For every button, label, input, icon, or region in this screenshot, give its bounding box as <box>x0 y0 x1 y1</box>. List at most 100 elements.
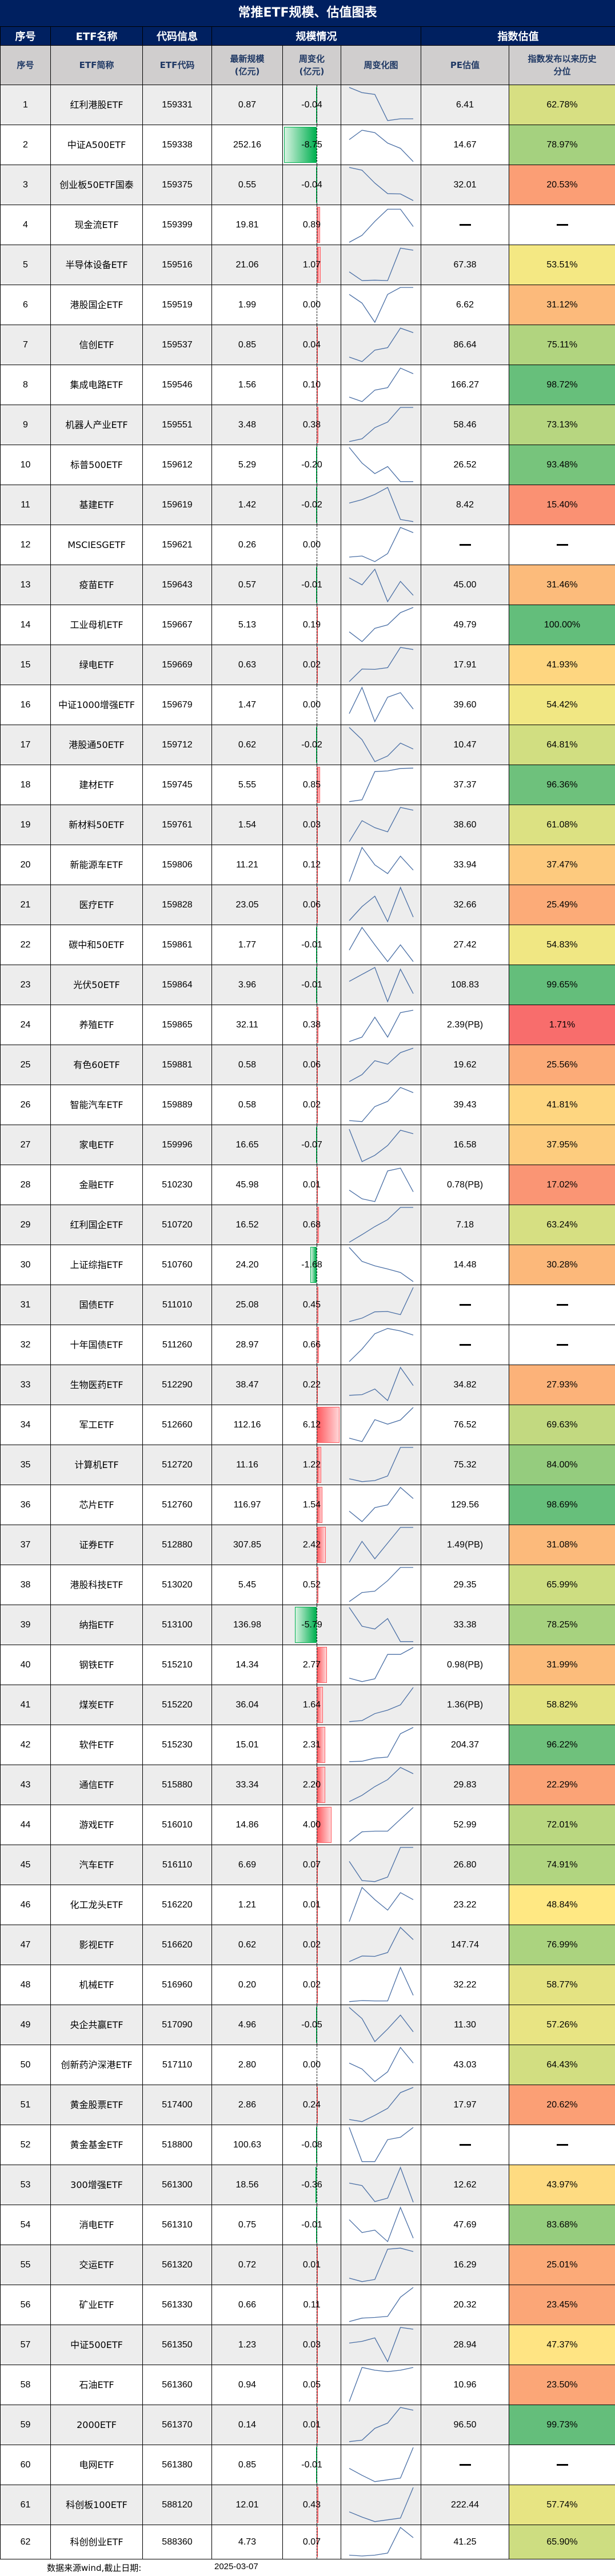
col-code[interactable]: ETF代码 <box>143 46 212 85</box>
pe-value: 26.52 <box>453 460 476 470</box>
cell-percentile: 25.01% <box>509 2245 615 2285</box>
col-latest-size[interactable]: 最新规模(亿元) <box>212 46 283 85</box>
weekly-change-sparkline <box>341 805 421 845</box>
cell-seq: 19 <box>1 805 51 845</box>
weekly-change-sparkline <box>341 1845 421 1885</box>
col-name[interactable]: ETF简称 <box>51 46 143 85</box>
cell-etf-code: 159712 <box>143 725 212 765</box>
cell-percentile: 74.91% <box>509 1845 615 1885</box>
weekly-change-value: 0.68 <box>303 1220 321 1230</box>
pe-value: 32.01 <box>453 180 476 190</box>
percentile-value: 64.81% <box>546 740 577 750</box>
cell-etf-name: 300增强ETF <box>51 2165 143 2205</box>
cell-pe: 12.62 <box>421 2165 509 2205</box>
weekly-change-sparkline <box>341 565 421 605</box>
cell-etf-code: 561320 <box>143 2245 212 2285</box>
col-pe[interactable]: PE估值 <box>421 46 509 85</box>
cell-etf-name: 光伏50ETF <box>51 965 143 1005</box>
cell-percentile: 22.29% <box>509 1765 615 1805</box>
cell-etf-name: 现金流ETF <box>51 205 143 245</box>
col-percentile[interactable]: 指数发布以来历史分位 <box>509 46 615 85</box>
cell-latest-size: 6.69 <box>212 1845 283 1885</box>
percentile-value: 84.00% <box>546 1460 577 1470</box>
col-weekly-change[interactable]: 周变化(亿元) <box>283 46 341 85</box>
cell-percentile <box>509 525 615 565</box>
weekly-change-sparkline <box>341 2405 421 2445</box>
cell-seq: 20 <box>1 845 51 885</box>
cell-sparkline <box>341 2005 421 2045</box>
cell-weekly-change: 0.02 <box>283 645 341 685</box>
col-seq[interactable]: 序号 <box>1 46 51 85</box>
weekly-change-sparkline <box>341 2045 421 2085</box>
cell-etf-code: 159519 <box>143 285 212 325</box>
cell-etf-code: 517400 <box>143 2085 212 2125</box>
col-weekly-chart[interactable]: 周变化图 <box>341 46 421 85</box>
pe-value: 76.52 <box>453 1420 476 1430</box>
weekly-change-sparkline <box>341 2325 421 2365</box>
cell-pe: 32.66 <box>421 885 509 925</box>
